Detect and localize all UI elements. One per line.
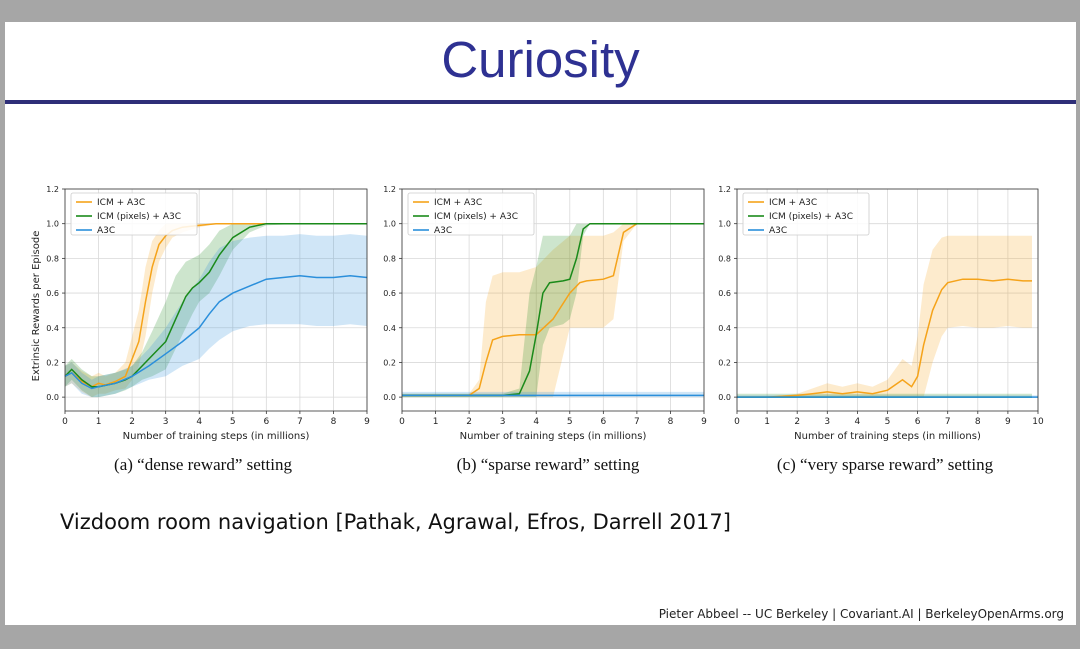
legend-label: ICM + A3C [434, 198, 482, 208]
x-tick-label: 2 [794, 417, 800, 427]
chart-c: 0 1 2 3 4 5 6 7 8 9 10 0.0 0.2 0.4 0.6 0.8 1.0 1.2 ICM + A… [718, 185, 1044, 442]
chart-caption-a: (a) “dense reward” setting [114, 455, 292, 474]
x-tick-label: 1 [764, 417, 770, 427]
y-tick-label: 0.6 [46, 289, 59, 298]
y-tick-label: 0.4 [383, 324, 396, 333]
citation-text: Vizdoom room navigation [Pathak, Agrawal… [60, 510, 731, 534]
plot-frame [401, 188, 705, 412]
series-band-icm_pixels [402, 223, 704, 398]
y-axis-label: Extrinsic Rewards per Episode [31, 231, 42, 382]
y-tick-label: 1.0 [383, 220, 396, 229]
y-tick-label: 0.4 [46, 324, 59, 333]
x-tick-label: 7 [945, 417, 951, 427]
x-tick-label: 9 [701, 417, 707, 427]
legend: ICM + A3C ICM (pixels) + A3C A3C [70, 192, 198, 236]
y-tick-label: 0.4 [718, 324, 731, 333]
plot-frame [64, 188, 368, 412]
x-tick-label: 4 [196, 417, 202, 427]
x-tick-label: 3 [163, 417, 169, 427]
x-tick-label: 0 [62, 417, 68, 427]
x-tick-label: 10 [1032, 417, 1044, 427]
series-band-icm_pixels [65, 223, 367, 398]
y-tick-label: 0.2 [718, 358, 731, 367]
slide-title: Curiosity [441, 31, 640, 88]
x-tick-label: 5 [567, 417, 573, 427]
x-tick-label: 8 [331, 417, 337, 427]
x-tick-label: 1 [433, 417, 439, 427]
charts-area: 0 1 2 3 4 5 6 7 8 9 0.0 0.2 0.4 0.6 0.8 1.0 1.2 ICM + A3C… [31, 185, 1044, 442]
y-tick-label: 0.8 [46, 254, 59, 263]
series-line-icm [737, 278, 1032, 398]
series-band-a3c [65, 234, 367, 398]
x-tick-label: 5 [885, 417, 891, 427]
y-tick-label: 0.8 [383, 254, 396, 263]
x-tick-label: 6 [263, 417, 269, 427]
y-tick-label: 0.2 [46, 358, 59, 367]
y-tick-label: 0.8 [718, 254, 731, 263]
x-tick-label: 3 [824, 417, 830, 427]
series-line-a3c [64, 274, 368, 390]
x-tick-label: 7 [634, 417, 640, 427]
x-tick-label: 1 [96, 417, 102, 427]
x-axis-label: Number of training steps (in millions) [460, 431, 647, 442]
x-axis-label: Number of training steps (in millions) [794, 431, 981, 442]
x-tick-label: 9 [1005, 417, 1011, 427]
y-tick-label: 1.0 [718, 220, 731, 229]
legend-label: ICM (pixels) + A3C [769, 212, 853, 222]
x-tick-label: 5 [230, 417, 236, 427]
chart-b: 0 1 2 3 4 5 6 7 8 9 0.0 0.2 0.4 0.6 0.8 1.0 1.2 ICM + A3C… [383, 185, 707, 442]
legend-label: ICM + A3C [97, 198, 145, 208]
y-tick-label: 1.2 [718, 185, 731, 194]
x-tick-label: 2 [466, 417, 472, 427]
y-tick-label: 1.0 [46, 220, 59, 229]
x-tick-label: 7 [297, 417, 303, 427]
footer-credit: Pieter Abbeel -- UC Berkeley | Covariant… [658, 607, 1064, 621]
x-tick-label: 4 [855, 417, 861, 427]
legend: ICM + A3C ICM (pixels) + A3C A3C [407, 192, 535, 236]
x-tick-label: 4 [533, 417, 539, 427]
series-band-icm [65, 223, 367, 398]
title-divider [5, 100, 1076, 104]
legend: ICM + A3C ICM (pixels) + A3C A3C [742, 192, 870, 236]
x-tick-label: 2 [129, 417, 135, 427]
x-tick-label: 8 [975, 417, 981, 427]
legend-label: ICM (pixels) + A3C [434, 212, 518, 222]
legend-label: A3C [97, 226, 115, 236]
y-tick-label: 0.6 [383, 289, 396, 298]
legend-label: ICM + A3C [769, 198, 817, 208]
slide: Curiosity 0 1 2 3 4 5 6 7 8 9 0.0 0.2 0.4 0.6 0.8 1.0 1.… [5, 22, 1076, 625]
legend-box [407, 192, 535, 236]
y-tick-label: 0.0 [383, 393, 396, 402]
x-axis-label: Number of training steps (in millions) [123, 431, 310, 442]
plot-frame [736, 188, 1039, 412]
series-band-a3c [402, 391, 704, 398]
y-tick-label: 1.2 [383, 185, 396, 194]
x-tick-label: 6 [600, 417, 606, 427]
x-tick-label: 0 [734, 417, 740, 427]
y-tick-label: 0.0 [46, 393, 59, 402]
x-tick-label: 3 [500, 417, 506, 427]
chart-caption-b: (b) “sparse reward” setting [456, 455, 640, 474]
y-tick-label: 0.0 [718, 393, 731, 402]
legend-label: A3C [434, 226, 452, 236]
legend-label: A3C [769, 226, 787, 236]
series-band-icm [737, 235, 1032, 398]
legend-box [70, 192, 198, 236]
x-tick-label: 0 [399, 417, 405, 427]
y-tick-label: 1.2 [46, 185, 59, 194]
chart-caption-c: (c) “very sparse reward” setting [776, 455, 994, 474]
x-tick-label: 9 [364, 417, 370, 427]
x-tick-label: 6 [915, 417, 921, 427]
series-band-icm [402, 223, 704, 398]
series-line-icm [402, 222, 704, 397]
chart-a: 0 1 2 3 4 5 6 7 8 9 0.0 0.2 0.4 0.6 0.8 1.0 1.2 ICM + A3C… [31, 185, 370, 442]
legend-label: ICM (pixels) + A3C [97, 212, 181, 222]
x-tick-label: 8 [668, 417, 674, 427]
y-tick-label: 0.6 [718, 289, 731, 298]
y-tick-label: 0.2 [383, 358, 396, 367]
series-line-icm [64, 222, 367, 388]
legend-box [742, 192, 870, 236]
